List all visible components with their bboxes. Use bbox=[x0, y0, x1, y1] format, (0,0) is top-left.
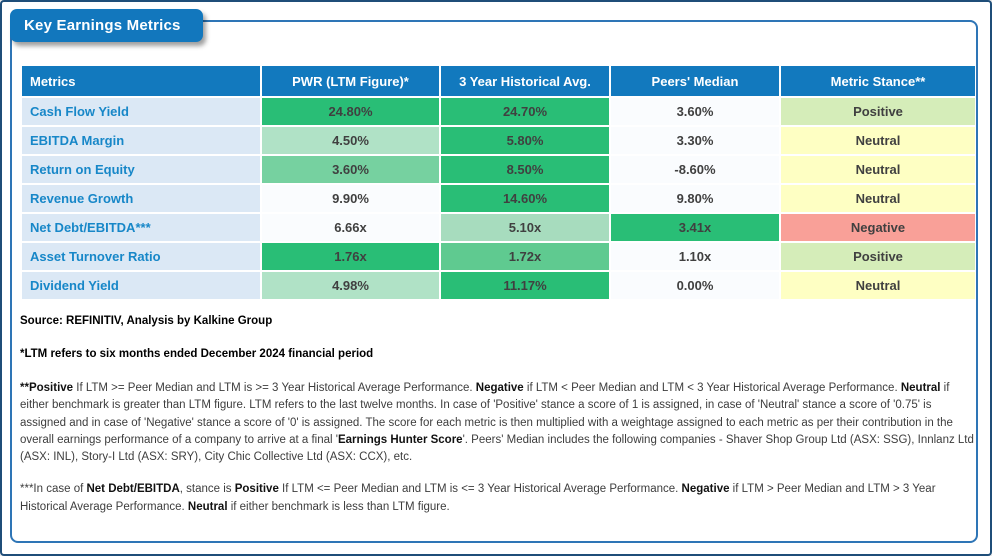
metrics-table-body: Cash Flow Yield 24.80% 24.70% 3.60% Positive… bbox=[22, 98, 975, 299]
metric-name-cell: Cash Flow Yield bbox=[22, 98, 260, 125]
table-row: Net Debt/EBITDA*** 6.66x 5.10x 3.41x Negativ… bbox=[22, 214, 975, 241]
stance-cell: Negative bbox=[781, 214, 975, 241]
peers-median-value-cell: 3.60% bbox=[611, 98, 779, 125]
pwr-value-cell: 24.80% bbox=[262, 98, 439, 125]
hist-avg-value-cell: 5.80% bbox=[441, 127, 609, 154]
metric-name-cell: Net Debt/EBITDA*** bbox=[22, 214, 260, 241]
hist-avg-value-cell: 8.50% bbox=[441, 156, 609, 183]
content-area: Metrics PWR (LTM Figure)* 3 Year Histori… bbox=[20, 64, 977, 516]
header-cell-peers-median: Peers' Median bbox=[611, 66, 779, 96]
hist-avg-value-cell: 5.10x bbox=[441, 214, 609, 241]
header-cell-metrics: Metrics bbox=[22, 66, 260, 96]
pwr-value-cell: 3.60% bbox=[262, 156, 439, 183]
footnote-stance-definition: **Positive If LTM >= Peer Median and LTM… bbox=[20, 382, 974, 463]
table-header-row: Metrics PWR (LTM Figure)* 3 Year Histori… bbox=[22, 66, 975, 96]
stance-cell: Neutral bbox=[781, 127, 975, 154]
table-row: Dividend Yield 4.98% 11.17% 0.00% Neutral bbox=[22, 272, 975, 299]
pwr-value-cell: 4.98% bbox=[262, 272, 439, 299]
pwr-value-cell: 1.76x bbox=[262, 243, 439, 270]
metric-name-cell: Revenue Growth bbox=[22, 185, 260, 212]
peers-median-value-cell: 3.30% bbox=[611, 127, 779, 154]
hist-avg-value-cell: 11.17% bbox=[441, 272, 609, 299]
table-row: Asset Turnover Ratio 1.76x 1.72x 1.10x Posit… bbox=[22, 243, 975, 270]
hist-avg-value-cell: 24.70% bbox=[441, 98, 609, 125]
page-title: Key Earnings Metrics bbox=[24, 17, 181, 34]
pwr-value-cell: 6.66x bbox=[262, 214, 439, 241]
title-banner: Key Earnings Metrics bbox=[10, 9, 203, 42]
table-row: Cash Flow Yield 24.80% 24.70% 3.60% Positive bbox=[22, 98, 975, 125]
header-cell-pwr: PWR (LTM Figure)* bbox=[262, 66, 439, 96]
peers-median-value-cell: 3.41x bbox=[611, 214, 779, 241]
stance-cell: Neutral bbox=[781, 272, 975, 299]
header-cell-metric-stance: Metric Stance** bbox=[781, 66, 975, 96]
stance-cell: Neutral bbox=[781, 185, 975, 212]
stance-cell: Positive bbox=[781, 98, 975, 125]
peers-median-value-cell: 9.80% bbox=[611, 185, 779, 212]
peers-median-value-cell: 1.10x bbox=[611, 243, 779, 270]
footnote-source: Source: REFINITIV, Analysis by Kalkine G… bbox=[20, 315, 273, 327]
metrics-table: Metrics PWR (LTM Figure)* 3 Year Histori… bbox=[20, 64, 977, 301]
hist-avg-value-cell: 1.72x bbox=[441, 243, 609, 270]
pwr-value-cell: 4.50% bbox=[262, 127, 439, 154]
metric-name-cell: EBITDA Margin bbox=[22, 127, 260, 154]
footnote-netdebt-definition: ***In case of Net Debt/EBITDA, stance is… bbox=[20, 483, 936, 513]
header-cell-historical-avg: 3 Year Historical Avg. bbox=[441, 66, 609, 96]
table-row: Revenue Growth 9.90% 14.60% 9.80% Neutral bbox=[22, 185, 975, 212]
metric-name-cell: Return on Equity bbox=[22, 156, 260, 183]
metric-name-cell: Dividend Yield bbox=[22, 272, 260, 299]
peers-median-value-cell: -8.60% bbox=[611, 156, 779, 183]
table-row: Return on Equity 3.60% 8.50% -8.60% Neutral bbox=[22, 156, 975, 183]
footnote-ltm: *LTM refers to six months ended December… bbox=[20, 348, 374, 360]
table-row: EBITDA Margin 4.50% 5.80% 3.30% Neutral bbox=[22, 127, 975, 154]
stance-cell: Neutral bbox=[781, 156, 975, 183]
pwr-value-cell: 9.90% bbox=[262, 185, 439, 212]
stance-cell: Positive bbox=[781, 243, 975, 270]
metric-name-cell: Asset Turnover Ratio bbox=[22, 243, 260, 270]
hist-avg-value-cell: 14.60% bbox=[441, 185, 609, 212]
peers-median-value-cell: 0.00% bbox=[611, 272, 779, 299]
